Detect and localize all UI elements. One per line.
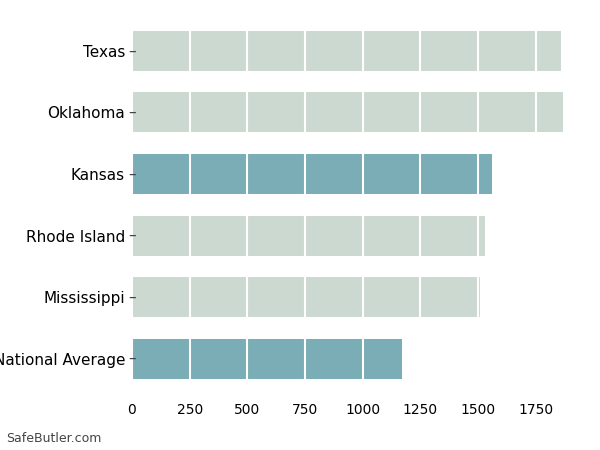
Text: SafeButler.com: SafeButler.com [6,432,101,446]
Text: –: – [128,105,136,120]
Bar [132,154,492,194]
Bar [132,31,561,71]
Bar [132,92,563,132]
Bar [132,216,485,256]
Text: –: – [128,289,136,305]
Text: –: – [128,228,136,243]
Bar [132,277,481,317]
Text: –: – [128,351,136,366]
Bar [132,338,403,378]
Text: –: – [128,43,136,58]
Text: –: – [128,166,136,181]
